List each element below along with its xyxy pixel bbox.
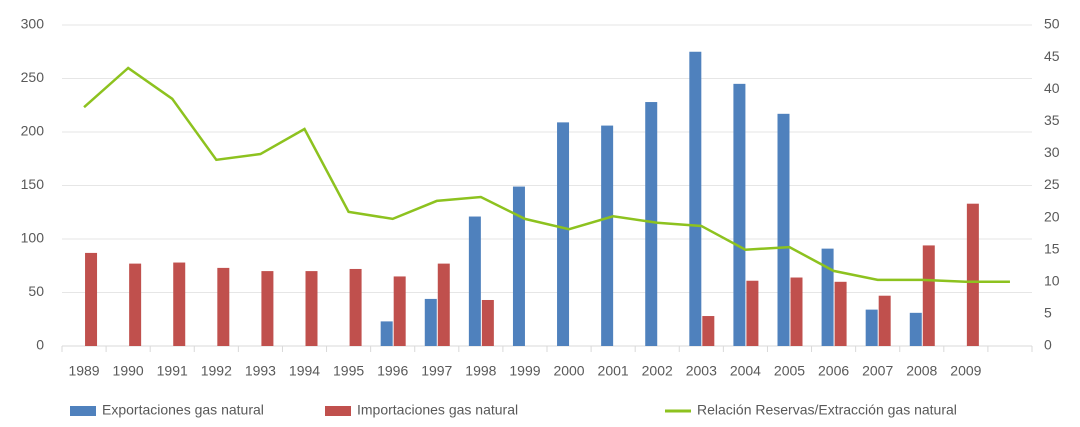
y2-tick-label: 50 xyxy=(1044,16,1060,32)
bar xyxy=(512,186,525,346)
x-tick-label: 2006 xyxy=(818,363,849,379)
x-tick-label: 1993 xyxy=(245,363,276,379)
y-tick-label: 0 xyxy=(36,337,44,353)
y-tick-label: 250 xyxy=(21,69,45,85)
legend-swatch xyxy=(70,406,96,416)
x-tick-label: 1991 xyxy=(157,363,188,379)
bar xyxy=(777,113,790,346)
legend-swatch xyxy=(325,406,351,416)
bar xyxy=(733,83,746,346)
bar xyxy=(746,280,759,346)
y2-tick-label: 25 xyxy=(1044,176,1060,192)
y2-tick-label: 10 xyxy=(1044,273,1060,289)
x-tick-label: 2003 xyxy=(686,363,717,379)
bar xyxy=(878,295,891,346)
x-tick-label: 1992 xyxy=(201,363,232,379)
y-tick-label: 50 xyxy=(28,283,44,299)
x-tick-label: 2008 xyxy=(906,363,937,379)
line xyxy=(83,66,1010,284)
y2-tick-label: 45 xyxy=(1044,48,1060,64)
bar xyxy=(834,281,847,346)
bar xyxy=(349,268,362,346)
bar xyxy=(601,125,614,346)
bar xyxy=(557,122,570,347)
x-tick-label: 1994 xyxy=(289,363,320,379)
bar xyxy=(790,277,803,346)
x-tick-label: 2007 xyxy=(862,363,893,379)
bar xyxy=(85,252,98,346)
bar xyxy=(645,102,658,346)
bar xyxy=(173,262,186,346)
y2-tick-label: 20 xyxy=(1044,208,1060,224)
x-tick-label: 1989 xyxy=(68,363,99,379)
bar xyxy=(305,271,318,346)
y2-tick-label: 15 xyxy=(1044,240,1060,256)
y2-tick-label: 35 xyxy=(1044,112,1060,128)
bar xyxy=(393,276,406,346)
y2-tick-label: 40 xyxy=(1044,80,1060,96)
x-tick-label: 2001 xyxy=(598,363,629,379)
x-tick-label: 1999 xyxy=(509,363,540,379)
y-tick-label: 150 xyxy=(21,176,45,192)
bar xyxy=(865,309,878,346)
bar xyxy=(380,321,393,346)
x-tick-label: 2004 xyxy=(730,363,761,379)
bar xyxy=(481,299,494,346)
y-tick-label: 300 xyxy=(21,16,45,32)
y-tick-label: 100 xyxy=(21,230,45,246)
bar xyxy=(437,263,450,346)
bar xyxy=(129,263,142,346)
y2-tick-label: 30 xyxy=(1044,144,1060,160)
legend-label: Exportaciones gas natural xyxy=(102,402,264,418)
bar xyxy=(702,316,715,346)
x-tick-label: 1990 xyxy=(113,363,144,379)
x-tick-label: 2002 xyxy=(642,363,673,379)
y2-tick-label: 0 xyxy=(1044,337,1052,353)
x-tick-label: 1996 xyxy=(377,363,408,379)
x-tick-label: 2000 xyxy=(553,363,584,379)
legend-label: Importaciones gas natural xyxy=(357,402,518,418)
bar xyxy=(468,216,481,346)
bar xyxy=(261,271,274,346)
y-tick-label: 200 xyxy=(21,123,45,139)
x-tick-label: 1997 xyxy=(421,363,452,379)
bar xyxy=(424,298,437,346)
x-tick-label: 1998 xyxy=(465,363,496,379)
legend-label: Relación Reservas/Extracción gas natural xyxy=(697,402,957,418)
bar xyxy=(909,312,922,346)
x-tick-label: 2005 xyxy=(774,363,805,379)
bar xyxy=(922,245,935,346)
bar xyxy=(689,51,702,346)
bar xyxy=(821,248,834,346)
y2-tick-label: 5 xyxy=(1044,305,1052,321)
x-tick-label: 2009 xyxy=(950,363,981,379)
bar xyxy=(966,203,979,346)
bar xyxy=(217,267,230,346)
x-tick-label: 1995 xyxy=(333,363,364,379)
